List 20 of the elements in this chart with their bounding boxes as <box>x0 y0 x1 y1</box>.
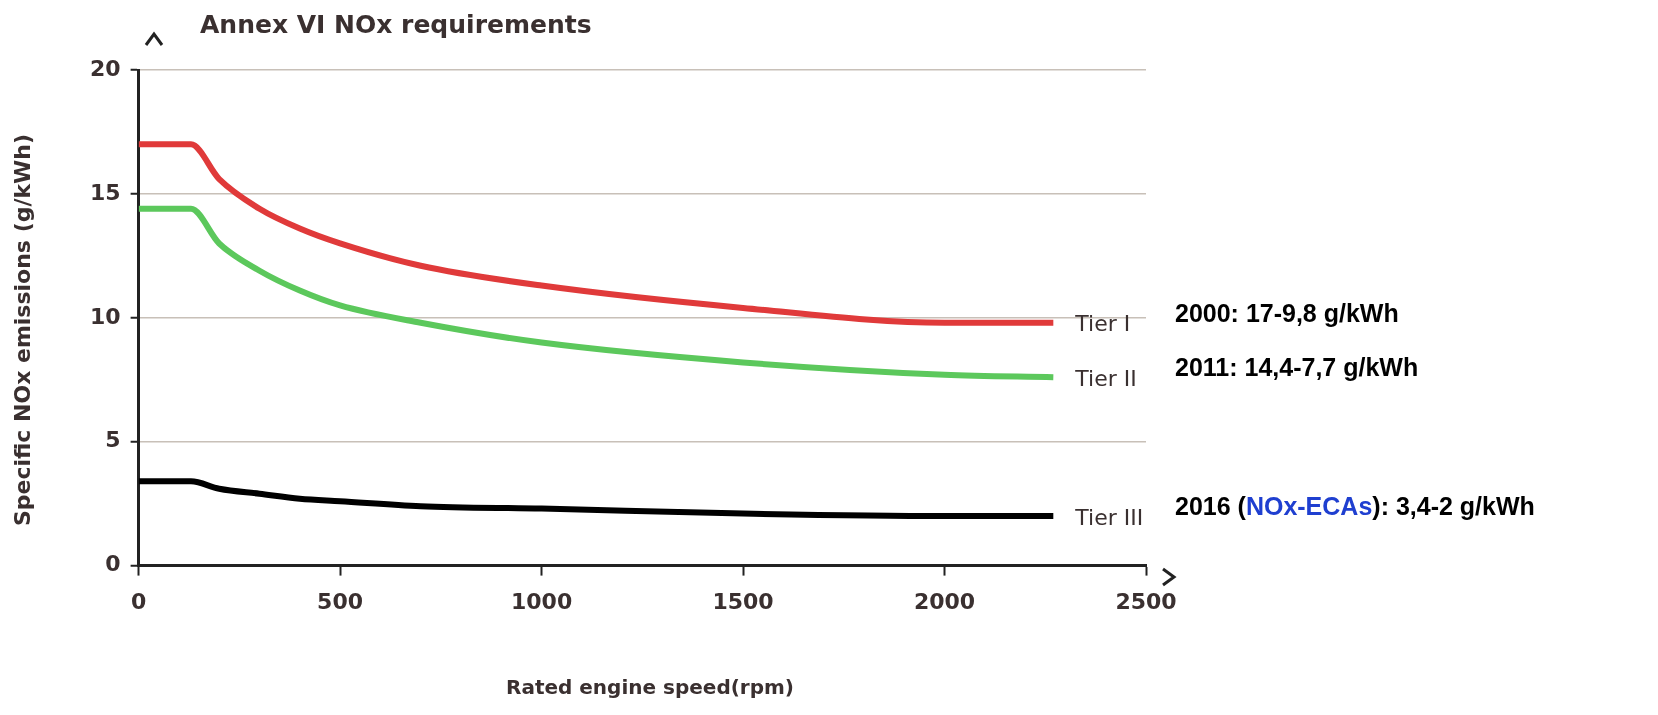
x-tick-label: 500 <box>317 588 364 614</box>
series-label: Tier II <box>1074 365 1137 391</box>
y-tick-label: 15 <box>89 179 121 205</box>
text: 2011: 14,4-7,7 g/kWh <box>1175 352 1419 382</box>
x-tick-label: 0 <box>130 588 147 614</box>
text: 2000: 17-9,8 g/kWh <box>1175 298 1399 328</box>
text: 2016 (NOx-ECAs): 3,4-2 g/kWh <box>1175 491 1535 521</box>
x-axis-title: Rated engine speed(rpm) <box>505 675 795 699</box>
x-tick-label: 2000 <box>913 588 976 614</box>
y-axis-title: Specific NOx emissions (g/kWh) <box>9 133 35 527</box>
series-label: Tier I <box>1074 311 1131 337</box>
chart-title: Annex VI NOx requirements <box>200 10 592 39</box>
series-label: Tier III <box>1074 504 1144 530</box>
y-tick-label: 5 <box>105 427 121 453</box>
x-tick-label: 1000 <box>510 588 573 614</box>
x-tick-label: 1500 <box>712 588 774 614</box>
x-tick-label: 2500 <box>1115 588 1177 614</box>
y-tick-label: 20 <box>89 55 121 81</box>
y-tick-label: 10 <box>89 303 121 329</box>
y-tick-label: 0 <box>105 551 121 577</box>
